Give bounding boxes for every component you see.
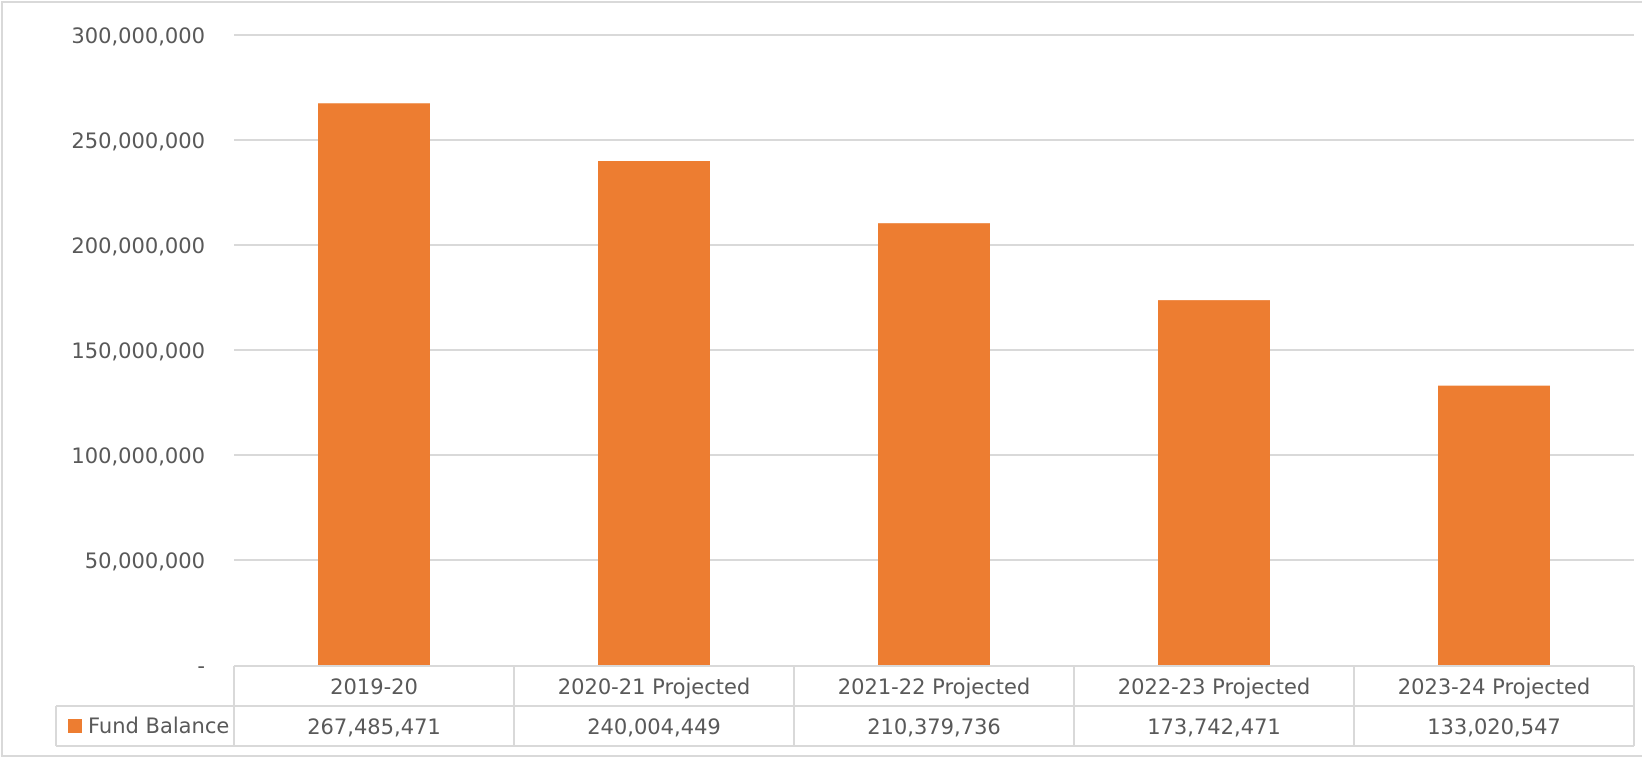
y-tick-label: - (197, 654, 205, 678)
legend-label: Fund Balance (88, 714, 229, 738)
category-label: 2019-20 (330, 675, 418, 699)
bar-1 (318, 103, 430, 665)
y-tick-label: 150,000,000 (71, 339, 205, 363)
legend-swatch (68, 719, 82, 733)
y-tick-label: 200,000,000 (71, 234, 205, 258)
value-label: 210,379,736 (867, 715, 1001, 739)
category-label: 2022-23 Projected (1118, 675, 1311, 699)
bars (318, 103, 1550, 665)
y-tick-label: 50,000,000 (85, 549, 205, 573)
data-table: 2019-20 2020-21 Projected 2021-22 Projecte… (55, 665, 1635, 747)
value-label: 240,004,449 (587, 715, 721, 739)
y-tick-label: 100,000,000 (71, 444, 205, 468)
bar-2 (598, 160, 710, 665)
bar-3 (878, 223, 990, 665)
value-label: 267,485,471 (307, 715, 441, 739)
category-label: 2021-22 Projected (838, 675, 1031, 699)
value-label: 133,020,547 (1427, 715, 1561, 739)
y-tick-label: 300,000,000 (71, 24, 205, 48)
y-axis-tick-labels: - 50,000,000 100,000,000 150,000,000 200,000… (71, 24, 205, 678)
value-label: 173,742,471 (1147, 715, 1281, 739)
y-tick-label: 250,000,000 (71, 129, 205, 153)
category-label: 2023-24 Projected (1398, 675, 1591, 699)
bar-4 (1158, 300, 1270, 665)
category-label: 2020-21 Projected (558, 675, 751, 699)
bar-5 (1438, 385, 1550, 665)
